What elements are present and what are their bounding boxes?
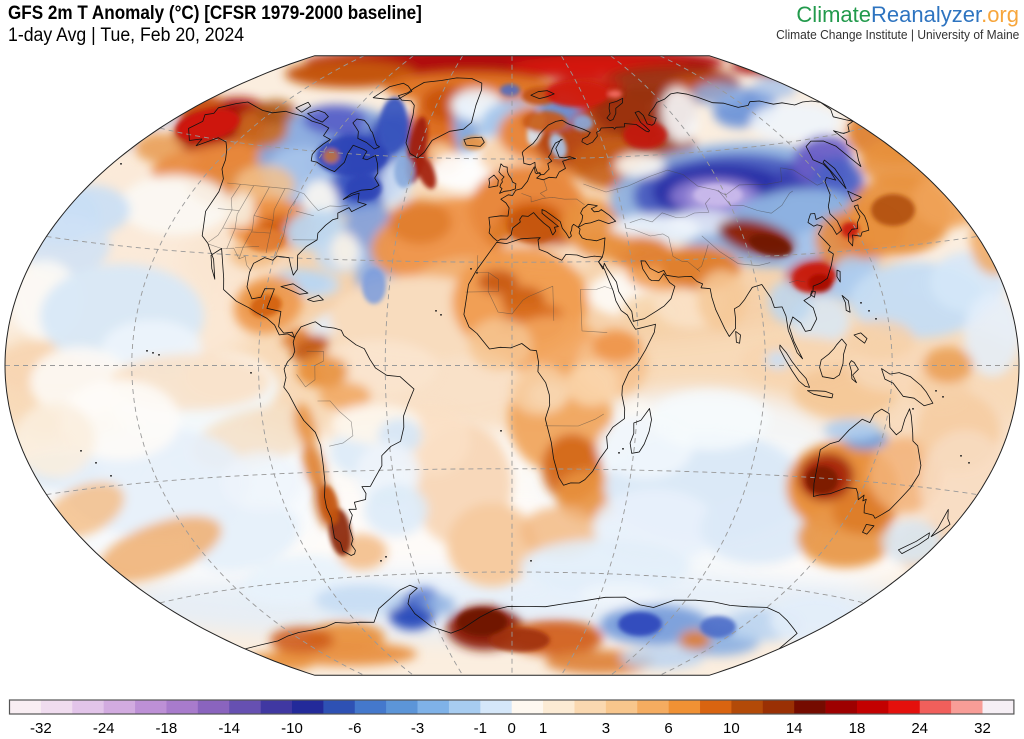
svg-text:1: 1 <box>539 720 547 737</box>
svg-text:-14: -14 <box>218 720 240 737</box>
svg-text:-18: -18 <box>156 720 178 737</box>
svg-text:10: 10 <box>723 720 740 737</box>
svg-text:-10: -10 <box>281 720 303 737</box>
svg-text:0: 0 <box>508 720 516 737</box>
svg-text:6: 6 <box>664 720 672 737</box>
svg-text:14: 14 <box>786 720 803 737</box>
svg-text:-3: -3 <box>411 720 424 737</box>
svg-text:-24: -24 <box>93 720 115 737</box>
svg-text:24: 24 <box>911 720 928 737</box>
svg-text:3: 3 <box>602 720 610 737</box>
svg-text:-1: -1 <box>474 720 487 737</box>
svg-text:32: 32 <box>974 720 991 737</box>
svg-text:18: 18 <box>849 720 866 737</box>
svg-text:-32: -32 <box>30 720 52 737</box>
svg-text:-6: -6 <box>348 720 361 737</box>
